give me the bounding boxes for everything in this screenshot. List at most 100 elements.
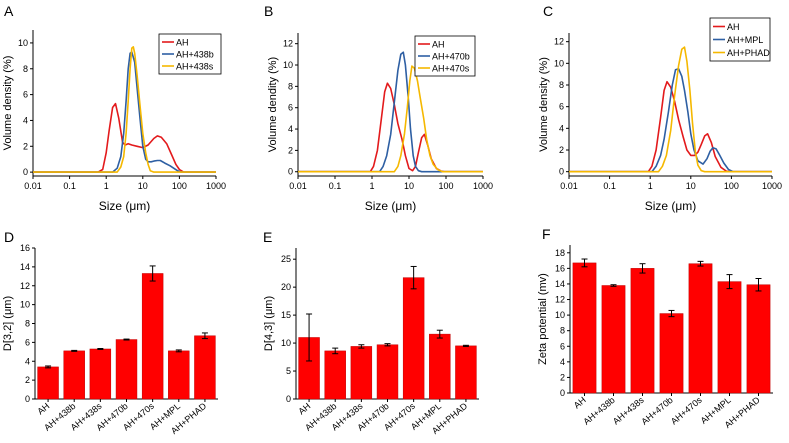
legend: AH AH+438b AH+438s <box>158 33 222 75</box>
y-tick-label: 2 <box>25 375 30 385</box>
legend: AH AH+470b AH+470s <box>414 35 476 77</box>
y-tick-label: 12 <box>283 39 293 49</box>
legend-entry: AH <box>432 40 445 50</box>
y-tick-label: 12 <box>555 295 565 305</box>
series-line-ah <box>298 82 483 173</box>
y-tick-label: 8 <box>25 319 30 329</box>
x-tick-label: 0.01 <box>289 181 307 191</box>
x-tick-label: 0.1 <box>63 181 76 191</box>
y-tick-label: 4 <box>23 115 28 125</box>
bar-ah-mpl <box>429 333 451 400</box>
bar-ah-470b <box>376 344 399 400</box>
y-tick-label: 6 <box>559 102 564 112</box>
y-tick-label: 2 <box>559 145 564 155</box>
y-tick-label: 4 <box>25 356 30 366</box>
legend-entry: AH <box>727 22 740 32</box>
y-tick-label: 10 <box>555 310 565 320</box>
bar-ah-438b <box>324 350 346 400</box>
bar-ah-phad <box>746 284 771 394</box>
y-tick-label: 0 <box>560 388 565 398</box>
panel-label: F <box>542 226 551 242</box>
x-tick-label: 10 <box>686 181 696 191</box>
x-tick-label: 1000 <box>473 181 493 191</box>
x-tick-label: 1 <box>104 181 109 191</box>
bar-ah-phad <box>455 345 477 400</box>
y-tick-label: 0 <box>559 167 564 177</box>
x-axis-label-suffix: ) <box>146 199 150 213</box>
x-axis-label: Size (μm) <box>645 199 697 213</box>
legend-entry: AH+PHAD <box>727 48 770 58</box>
x-tick-label: 100 <box>438 181 453 191</box>
x-axis-label-unit: μm <box>675 199 692 213</box>
x-tick-label: 1 <box>369 181 374 191</box>
bar-ah-438b <box>63 350 85 400</box>
y-tick-label: 2 <box>560 372 565 382</box>
y-tick-label: 0 <box>286 394 291 404</box>
x-axis-label-unit: μm <box>129 199 146 213</box>
x-axis-label-unit: μm <box>395 199 412 213</box>
y-tick-label: 10 <box>20 300 30 310</box>
legend-entry: AH <box>176 38 189 48</box>
y-tick-label: 10 <box>18 38 28 48</box>
x-axis-label-prefix: Size ( <box>99 199 130 213</box>
y-tick-label: 18 <box>555 248 565 258</box>
y-axis-label: D[4,3] (μm) <box>263 296 275 351</box>
x-tick-label: 10 <box>138 181 148 191</box>
y-tick-label: 10 <box>283 60 293 70</box>
y-tick-label: 8 <box>23 64 28 74</box>
x-tick-label: 0.1 <box>603 181 616 191</box>
x-tick-label: AH+470b <box>639 395 674 427</box>
y-tick-label: 0 <box>25 394 30 404</box>
bar-ah-phad <box>194 335 216 400</box>
x-tick-label: 100 <box>724 181 739 191</box>
y-tick-label: 6 <box>288 103 293 113</box>
bar-ah <box>37 366 59 400</box>
panel-b: B 0.01 0.1 1 10 100 1000 0 2 4 6 8 10 12 Size (μm) Volu… <box>264 3 493 213</box>
y-tick-label: 16 <box>20 243 30 253</box>
x-tick-label: 100 <box>172 181 187 191</box>
bar-ah-438b <box>601 285 626 394</box>
panel-c: C 0.01 0.1 1 10 100 1000 0 2 4 6 8 10 12 Size (μm) Volu… <box>538 3 782 213</box>
series-line-ah <box>33 102 216 173</box>
y-tick-label: 4 <box>288 124 293 134</box>
x-tick-label: 0.01 <box>560 181 578 191</box>
y-axis-label: Zeta potential (mv) <box>537 273 549 365</box>
y-tick-label: 14 <box>555 279 565 289</box>
y-tick-label: 8 <box>288 81 293 91</box>
y-tick-label: 14 <box>20 262 30 272</box>
y-tick-label: 6 <box>560 341 565 351</box>
x-tick-label: AH <box>296 401 312 417</box>
panel-label: A <box>4 3 14 19</box>
panel-a: A 0.01 0.1 1 10 100 1000 0 2 4 6 8 10 Size (μm) Volume… <box>2 3 226 213</box>
panel-label: E <box>263 229 272 245</box>
x-tick-label: 0.01 <box>24 181 42 191</box>
legend-entry: AH+438s <box>176 62 214 72</box>
bar-ah-470b <box>115 339 138 400</box>
bar-ah-438s <box>89 348 112 400</box>
bar-ah-438s <box>350 346 373 400</box>
y-tick-label: 2 <box>288 145 293 155</box>
y-tick-label: 25 <box>281 254 291 264</box>
y-axis-label: Volume dendity (%) <box>267 57 279 152</box>
panel-label: C <box>543 3 553 19</box>
x-tick-label: 1000 <box>762 181 782 191</box>
bar-ah-mpl <box>717 281 742 394</box>
y-tick-label: 8 <box>560 326 565 336</box>
y-tick-label: 12 <box>554 37 564 47</box>
x-tick-label: AH <box>35 401 51 417</box>
panel-label: B <box>264 3 273 19</box>
bar-ah <box>572 262 597 394</box>
x-tick-label: 10 <box>404 181 414 191</box>
x-axis-label-suffix: ) <box>412 199 416 213</box>
y-tick-label: 6 <box>23 90 28 100</box>
bar-ah-470s <box>402 277 425 400</box>
y-axis-label: Volume density (%) <box>538 57 550 152</box>
series-line-ah-470s <box>298 65 483 173</box>
y-tick-label: 8 <box>559 80 564 90</box>
series-line-ah-mpl <box>569 68 772 173</box>
y-tick-label: 6 <box>25 337 30 347</box>
